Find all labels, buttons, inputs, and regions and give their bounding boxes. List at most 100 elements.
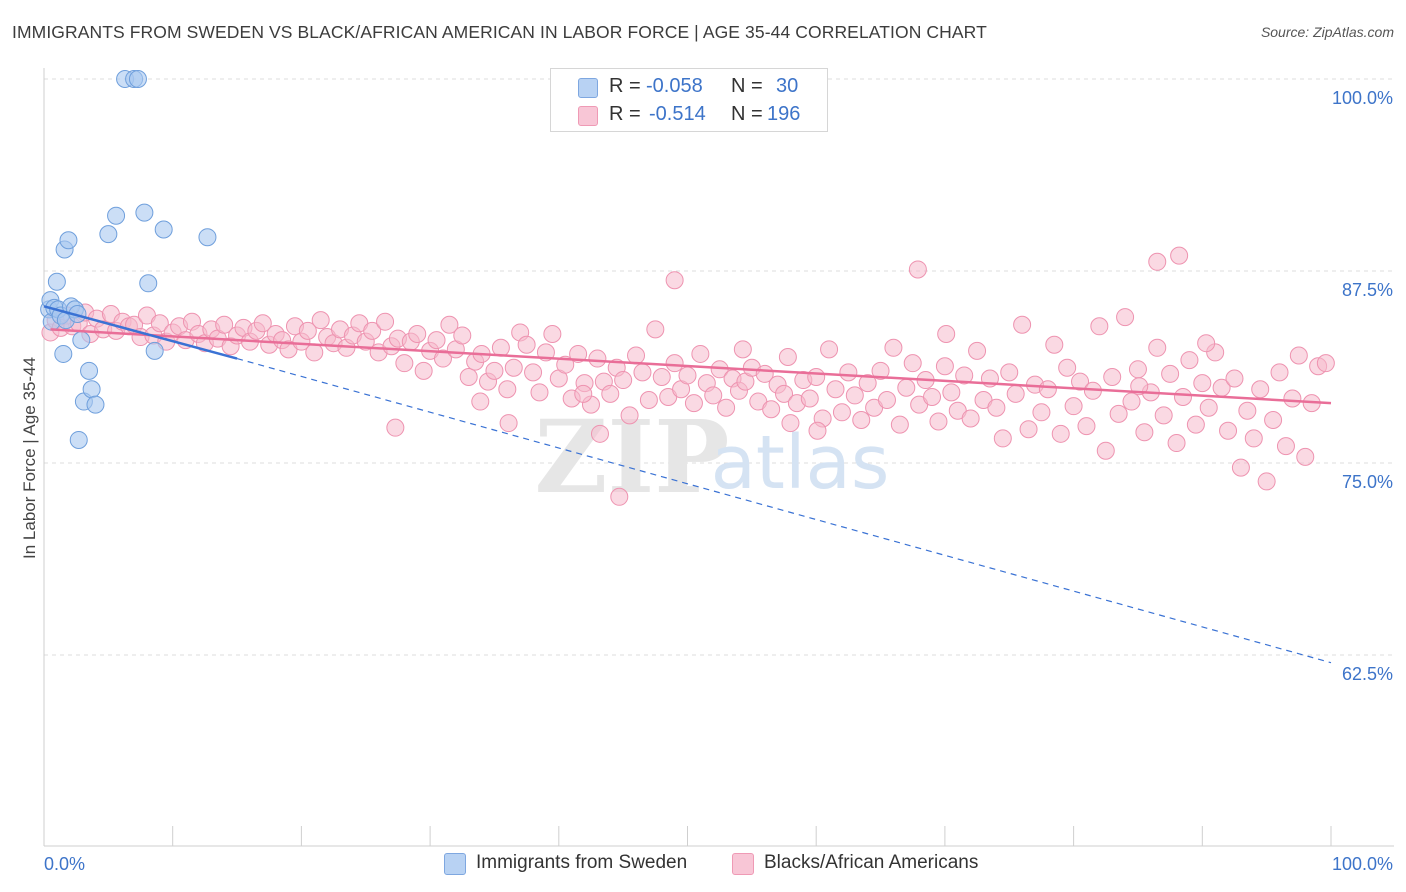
point-blacks	[1051, 424, 1070, 443]
point-blacks	[1296, 447, 1315, 466]
point-blacks	[376, 312, 395, 331]
x-tick-label-min: 0.0%	[44, 854, 85, 874]
point-blacks	[1019, 420, 1038, 439]
point-blacks	[253, 314, 272, 333]
point-blacks	[923, 387, 942, 406]
bottom-legend-swatch-sweden	[444, 853, 466, 875]
point-blacks	[1109, 404, 1128, 423]
point-blacks	[871, 361, 890, 380]
point-sweden	[198, 228, 217, 247]
point-blacks	[1199, 398, 1218, 417]
legend-n-value: 196	[767, 103, 801, 125]
point-blacks	[704, 386, 723, 405]
watermark-atlas: atlas	[711, 420, 890, 506]
point-blacks	[1077, 417, 1096, 436]
point-blacks	[845, 386, 864, 405]
point-sweden	[54, 344, 73, 363]
point-blacks	[1096, 441, 1115, 460]
point-blacks	[1148, 252, 1167, 271]
point-blacks	[639, 391, 658, 410]
point-sweden	[99, 225, 118, 244]
point-blacks	[1238, 401, 1257, 420]
point-blacks	[1276, 437, 1295, 456]
point-blacks	[1032, 403, 1051, 422]
point-blacks	[903, 354, 922, 373]
point-blacks	[839, 363, 858, 382]
point-blacks	[1000, 363, 1019, 382]
point-blacks	[652, 367, 671, 386]
point-blacks	[961, 409, 980, 428]
point-blacks	[485, 361, 504, 380]
series-sweden-points	[40, 70, 217, 449]
point-blacks	[820, 340, 839, 359]
y-tick-label: 62.5%	[1342, 664, 1393, 684]
point-sweden	[128, 70, 147, 88]
point-blacks	[808, 421, 827, 440]
point-blacks	[1135, 423, 1154, 442]
point-blacks	[1154, 406, 1173, 425]
trendline-blacks	[50, 328, 1332, 405]
point-blacks	[832, 403, 851, 422]
point-blacks	[665, 271, 684, 290]
point-blacks	[517, 335, 536, 354]
legend-row-blacks: R = -0.514 N = 196	[551, 101, 827, 129]
point-blacks	[627, 346, 646, 365]
point-blacks	[826, 380, 845, 399]
point-blacks	[150, 314, 169, 333]
y-tick-label: 75.0%	[1342, 472, 1393, 492]
legend-swatch-sweden	[578, 78, 598, 98]
point-blacks	[678, 366, 697, 385]
point-blacks	[498, 380, 517, 399]
point-blacks	[363, 321, 382, 340]
point-blacks	[1122, 392, 1141, 411]
point-blacks	[440, 315, 459, 334]
point-blacks	[1219, 421, 1238, 440]
trendline-sweden	[43, 305, 238, 360]
point-blacks	[1170, 246, 1189, 265]
point-blacks	[890, 415, 909, 434]
point-blacks	[298, 321, 317, 340]
point-blacks	[1130, 377, 1149, 396]
point-blacks	[633, 363, 652, 382]
point-blacks	[1186, 415, 1205, 434]
point-blacks	[1064, 397, 1083, 416]
point-blacks	[1148, 338, 1167, 357]
y-tick-label: 100.0%	[1332, 88, 1393, 108]
point-blacks	[717, 398, 736, 417]
point-sweden	[154, 220, 173, 239]
point-blacks	[1045, 335, 1064, 354]
point-blacks	[1197, 334, 1216, 353]
point-blacks	[543, 324, 562, 343]
point-blacks	[1058, 358, 1077, 377]
axes-layer	[43, 68, 1394, 847]
point-blacks	[574, 384, 593, 403]
legend-r-label: R =	[609, 75, 641, 97]
point-blacks	[646, 320, 665, 339]
point-sweden	[107, 206, 126, 225]
point-blacks	[1128, 360, 1147, 379]
point-blacks	[1006, 384, 1025, 403]
point-blacks	[691, 344, 710, 363]
legend-n-value: 30	[776, 75, 799, 97]
point-blacks	[807, 367, 826, 386]
point-blacks	[1103, 367, 1122, 386]
point-blacks	[968, 341, 987, 360]
legend-r-label: R =	[609, 103, 641, 125]
point-blacks	[929, 412, 948, 431]
point-blacks	[778, 348, 797, 367]
point-blacks	[471, 392, 490, 411]
point-blacks	[614, 371, 633, 390]
point-blacks	[1244, 429, 1263, 448]
point-blacks	[601, 384, 620, 403]
bottom-legend-label-sweden: Immigrants from Sweden	[476, 852, 688, 873]
bottom-legend-swatch-blacks	[732, 853, 754, 875]
x-tick-label-max: 100.0%	[1332, 854, 1393, 874]
labels-layer: 100.0% 87.5% 75.0% 62.5% 0.0% 100.0% In Labor …	[20, 88, 1393, 874]
point-blacks	[877, 391, 896, 410]
y-tick-label: 87.5%	[1342, 280, 1393, 300]
source-label: Source: ZipAtlas.com	[1260, 24, 1394, 40]
point-sweden	[69, 430, 88, 449]
point-blacks	[610, 487, 629, 506]
